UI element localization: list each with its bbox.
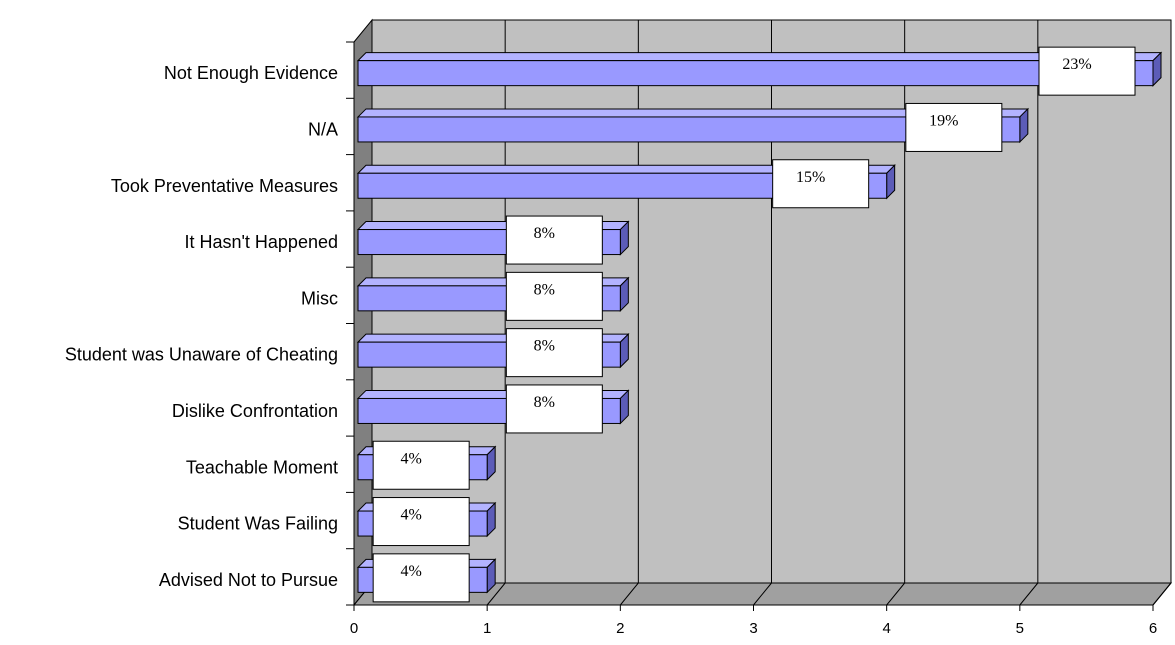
floor-gridline — [886, 582, 906, 606]
data-label: 4% — [401, 450, 422, 467]
data-label: 4% — [401, 563, 422, 580]
x-tick-label: 6 — [1149, 620, 1157, 637]
data-labels: 23% 19% 15% 8% 8% 8% 8% 4% 4% 4% — [372, 46, 1136, 603]
data-label: 4% — [401, 507, 422, 524]
data-label-box — [505, 328, 603, 378]
data-label-box — [372, 553, 470, 603]
data-label: 8% — [534, 338, 555, 355]
data-label: 8% — [534, 225, 555, 242]
data-label-box — [905, 102, 1003, 152]
floor-gridline — [1152, 582, 1172, 606]
data-label-box — [505, 384, 603, 434]
category-label: Dislike Confrontation — [172, 401, 338, 421]
axes — [346, 41, 1154, 611]
category-label: Took Preventative Measures — [111, 176, 338, 196]
data-label: 8% — [534, 281, 555, 298]
data-label: 15% — [796, 169, 825, 186]
x-tick-label: 2 — [616, 620, 624, 637]
category-labels: Not Enough Evidence N/A Took Preventative … — [65, 63, 338, 590]
data-label: 23% — [1062, 56, 1091, 73]
floor-gridline — [753, 582, 772, 606]
category-label: N/A — [308, 119, 338, 139]
category-label: It Hasn't Happened — [184, 232, 338, 252]
floor-gridline — [486, 582, 506, 606]
x-tick-label: 4 — [882, 620, 890, 637]
data-label-box — [1038, 46, 1136, 96]
x-tick-label: 1 — [483, 620, 491, 637]
floor-gridline — [619, 582, 639, 606]
data-label-box — [772, 159, 870, 209]
category-label: Misc — [301, 288, 338, 308]
x-tick-labels: 0 1 2 3 4 5 6 — [350, 620, 1157, 637]
data-label: 19% — [929, 112, 958, 129]
data-label-box — [372, 497, 470, 547]
x-tick-label: 5 — [1016, 620, 1024, 637]
floor-gridline — [1019, 582, 1039, 606]
data-label: 8% — [534, 394, 555, 411]
data-label-box — [372, 440, 470, 490]
data-label-box — [505, 271, 603, 321]
bar — [357, 60, 1154, 87]
data-label-box — [505, 215, 603, 265]
category-label: Advised Not to Pursue — [159, 570, 338, 590]
x-tick-label: 3 — [749, 620, 757, 637]
category-label: Student was Unaware of Cheating — [65, 345, 338, 365]
category-label: Teachable Moment — [186, 457, 338, 477]
category-label: Not Enough Evidence — [164, 63, 338, 83]
x-tick-label: 0 — [350, 620, 358, 637]
category-label: Student Was Failing — [178, 514, 338, 534]
